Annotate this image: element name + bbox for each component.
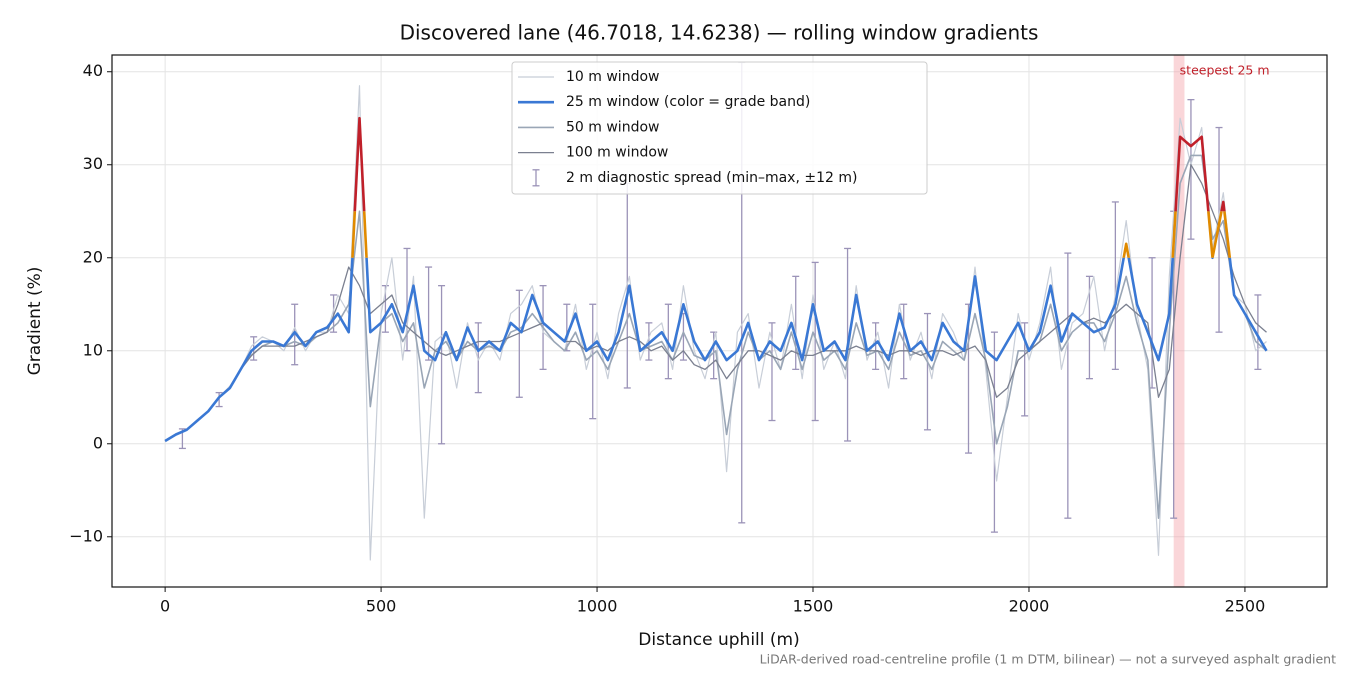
y-tick-label: −10 (69, 526, 103, 545)
x-tick-label: 1000 (577, 597, 618, 616)
error-bar (923, 312, 931, 431)
x-tick-label: 0 (160, 597, 170, 616)
legend-label: 100 m window (566, 145, 668, 161)
error-bar (438, 285, 446, 445)
legend-label: 10 m window (566, 69, 659, 85)
error-bar (1064, 252, 1072, 519)
error-bar (425, 266, 433, 361)
legend-swatch (532, 169, 540, 187)
error-bar (1254, 294, 1262, 371)
y-tick-label: 20 (83, 247, 103, 266)
x-tick-label: 1500 (793, 597, 834, 616)
error-bar (589, 303, 597, 420)
error-bar (811, 261, 819, 422)
plot-frame (111, 54, 1328, 588)
y-tick-label: 40 (83, 61, 103, 80)
y-tick-label: 10 (83, 340, 103, 359)
error-bar (872, 322, 880, 371)
x-tick-label: 2500 (1225, 597, 1266, 616)
y-tick-label: 0 (93, 433, 103, 452)
x-tick-label: 2000 (1009, 597, 1050, 616)
y-axis-label: Gradient (%) (25, 267, 45, 376)
legend-label: 25 m window (color = grade band) (566, 94, 810, 110)
error-bar (474, 322, 482, 394)
footnote: LiDAR-derived road-centreline profile (1… (760, 652, 1336, 667)
legend-label: 50 m window (566, 119, 659, 135)
y-tick-label: 30 (83, 154, 103, 173)
legend: 10 m window 25 m window (color = grade ba… (511, 61, 928, 195)
legend-label: 2 m diagnostic spread (min–max, ±12 m) (566, 170, 857, 186)
chart-title: Discovered lane (46.7018, 14.6238) — rol… (400, 21, 1039, 45)
band-group (164, 257, 1268, 443)
highlight-label: steepest 25 m (1180, 63, 1270, 78)
plot-area: steepest 25 m (164, 55, 1270, 587)
error-bar (768, 322, 776, 422)
legend-box (511, 61, 928, 195)
highlight-band (1173, 55, 1185, 587)
error-bar (291, 303, 299, 366)
error-bar (515, 289, 523, 398)
x-tick-label: 500 (366, 597, 397, 616)
x-axis-label: Distance uphill (m) (638, 630, 799, 650)
error-bar (645, 322, 653, 361)
error-bar (792, 275, 800, 371)
line-series (164, 257, 1268, 443)
line-series (164, 164, 1267, 442)
error-bar (1111, 201, 1119, 371)
error-bar (215, 391, 223, 408)
